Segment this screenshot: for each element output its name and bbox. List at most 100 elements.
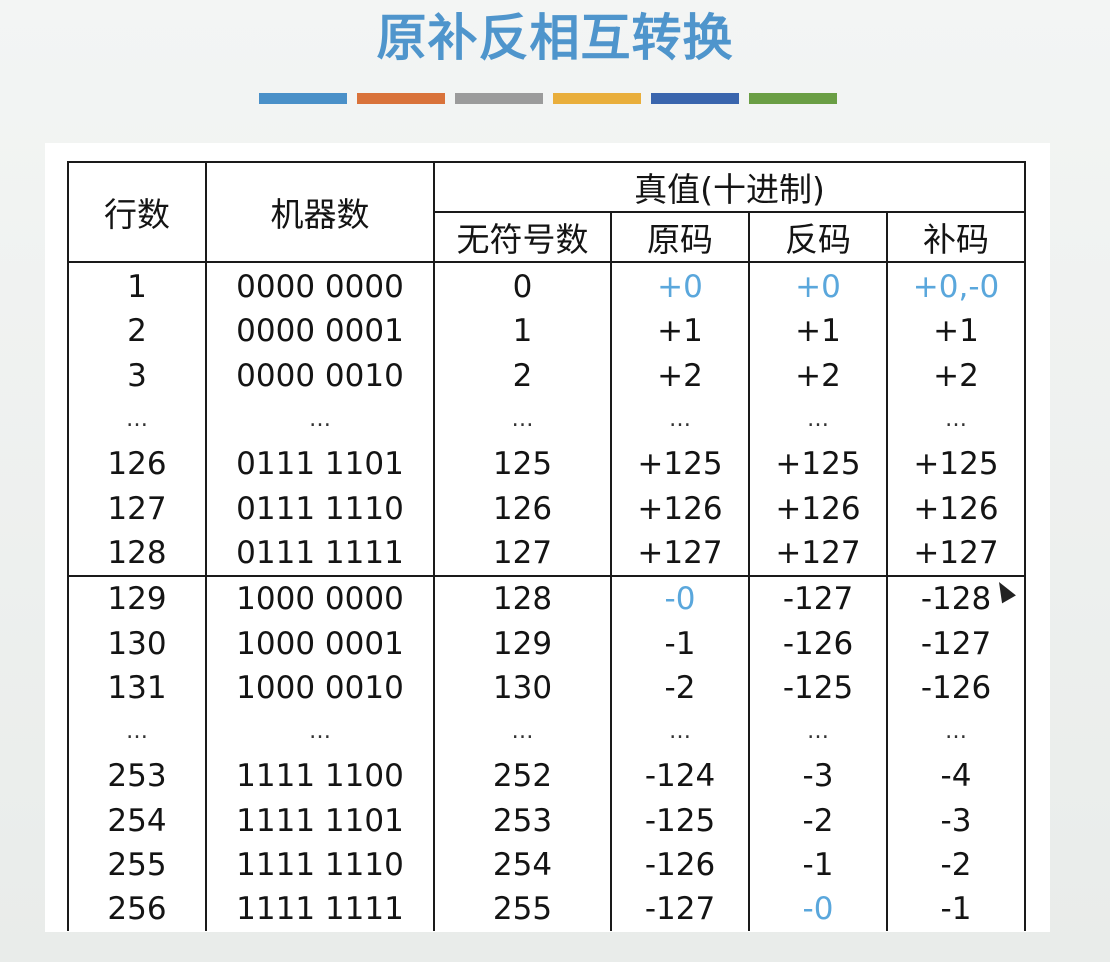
cell-twos-complement: … xyxy=(886,397,1026,443)
slide-title: 原补反相互转换 xyxy=(376,9,734,67)
cell-machine-number: 1000 0000 xyxy=(205,576,435,622)
table-row: 131 1000 0010 130 -2 -125 -126 xyxy=(67,665,1026,710)
cell-sign-magnitude: +1 xyxy=(610,309,750,354)
cell-sign-magnitude: -0 xyxy=(610,576,750,622)
table-row: 130 1000 0001 129 -1 -126 -127 xyxy=(67,621,1026,666)
cell-sign-magnitude: -127 xyxy=(610,887,750,932)
cell-twos-complement: … xyxy=(886,709,1026,755)
table-row: 255 1111 1110 254 -126 -1 -2 xyxy=(67,842,1026,888)
cell-machine-number: 0111 1110 xyxy=(205,486,435,531)
cell-twos-complement: +126 xyxy=(886,486,1026,531)
cell-twos-complement: +2 xyxy=(886,353,1026,398)
cell-row-number: 127 xyxy=(67,486,207,531)
cell-ones-complement: -126 xyxy=(748,621,888,666)
header-ones-complement: 反码 xyxy=(748,211,888,263)
cell-unsigned: 255 xyxy=(433,887,612,932)
table-body: 1 0000 0000 0 +0 +0 +0,-0 2 0000 0001 1 +1 +1 +1 3 00… xyxy=(67,262,1026,932)
cell-sign-magnitude: -125 xyxy=(610,798,750,843)
title-stripe xyxy=(455,93,543,104)
table-row: 3 0000 0010 2 +2 +2 +2 xyxy=(67,353,1026,398)
cell-twos-complement: -127 xyxy=(886,621,1026,666)
cell-machine-number: 0000 0010 xyxy=(205,353,435,398)
header-twos-complement: 补码 xyxy=(886,211,1026,263)
cell-sign-magnitude: +126 xyxy=(610,486,750,531)
header-machine-number: 机器数 xyxy=(205,161,435,263)
cell-ones-complement: -125 xyxy=(748,665,888,710)
cell-unsigned: 2 xyxy=(433,353,612,398)
cell-sign-magnitude: +2 xyxy=(610,353,750,398)
cell-ones-complement: … xyxy=(748,709,888,755)
table-row: 253 1111 1100 252 -124 -3 -4 xyxy=(67,754,1026,799)
cell-row-number: 3 xyxy=(67,353,207,398)
cell-machine-number: 0000 0000 xyxy=(205,262,435,310)
title-stripe xyxy=(259,93,347,104)
cell-row-number: … xyxy=(67,709,207,755)
cell-row-number: 2 xyxy=(67,309,207,354)
cell-row-number: 128 xyxy=(67,530,207,578)
cell-machine-number: 0111 1101 xyxy=(205,442,435,487)
cell-sign-magnitude: … xyxy=(610,397,750,443)
table-row: 128 0111 1111 127 +127 +127 +127 xyxy=(67,530,1026,578)
cell-row-number: 126 xyxy=(67,442,207,487)
cell-ones-complement: -3 xyxy=(748,754,888,799)
cell-row-number: 131 xyxy=(67,665,207,710)
title-stripe xyxy=(749,93,837,104)
cell-unsigned: 126 xyxy=(433,486,612,531)
cell-sign-magnitude: +0 xyxy=(610,262,750,310)
cell-unsigned: … xyxy=(433,397,612,443)
cell-unsigned: 129 xyxy=(433,621,612,666)
cell-unsigned: 125 xyxy=(433,442,612,487)
table-row: 256 1111 1111 255 -127 -0 -1 xyxy=(67,887,1026,932)
cell-sign-magnitude: +127 xyxy=(610,530,750,578)
cell-twos-complement: +125 xyxy=(886,442,1026,487)
cell-machine-number: 1000 0001 xyxy=(205,621,435,666)
cell-row-number: 254 xyxy=(67,798,207,843)
table-row: ……………… xyxy=(67,709,1026,755)
cell-machine-number: 1111 1101 xyxy=(205,798,435,843)
title-stripe xyxy=(357,93,445,104)
cell-twos-complement: +0,-0 xyxy=(886,262,1026,310)
cell-unsigned: … xyxy=(433,709,612,755)
cell-ones-complement: +0 xyxy=(748,262,888,310)
table-row: ……………… xyxy=(67,397,1026,443)
table-row: 2 0000 0001 1 +1 +1 +1 xyxy=(67,309,1026,354)
cell-ones-complement: -2 xyxy=(748,798,888,843)
title-stripe xyxy=(651,93,739,104)
cell-sign-magnitude: -124 xyxy=(610,754,750,799)
cell-machine-number: 1000 0010 xyxy=(205,665,435,710)
table-row: 254 1111 1101 253 -125 -2 -3 xyxy=(67,798,1026,843)
header-sign-magnitude: 原码 xyxy=(610,211,750,263)
cell-sign-magnitude: … xyxy=(610,709,750,755)
title-underline-stripes xyxy=(259,93,837,104)
cell-machine-number: … xyxy=(205,397,435,443)
header-row-number: 行数 xyxy=(67,161,207,263)
cell-twos-complement: -1 xyxy=(886,887,1026,932)
cell-twos-complement: -128 xyxy=(886,576,1026,622)
table-row: 129 1000 0000 128 -0 -127 -128 xyxy=(67,576,1026,622)
cell-machine-number: 0111 1111 xyxy=(205,530,435,578)
cell-ones-complement: +125 xyxy=(748,442,888,487)
table-row: 126 0111 1101 125 +125 +125 +125 xyxy=(67,442,1026,487)
cell-sign-magnitude: -126 xyxy=(610,842,750,888)
cell-row-number: … xyxy=(67,397,207,443)
conversion-table: 行数 机器数 真值(十进制) 无符号数 原码 反码 补码 1 0000 0000 0… xyxy=(67,161,1026,932)
cell-ones-complement: +126 xyxy=(748,486,888,531)
cell-twos-complement: +127 xyxy=(886,530,1026,578)
cell-row-number: 255 xyxy=(67,842,207,888)
cell-ones-complement: -1 xyxy=(748,842,888,888)
cell-machine-number: 1111 1100 xyxy=(205,754,435,799)
cell-twos-complement: +1 xyxy=(886,309,1026,354)
cell-unsigned: 0 xyxy=(433,262,612,310)
cell-unsigned: 127 xyxy=(433,530,612,578)
cell-twos-complement: -4 xyxy=(886,754,1026,799)
header-true-value: 真值(十进制) xyxy=(433,161,1026,213)
cell-ones-complement: -127 xyxy=(748,576,888,622)
cell-machine-number: 1111 1110 xyxy=(205,842,435,888)
cell-row-number: 130 xyxy=(67,621,207,666)
table-card: 行数 机器数 真值(十进制) 无符号数 原码 反码 补码 1 0000 0000 0… xyxy=(45,143,1050,932)
cell-unsigned: 252 xyxy=(433,754,612,799)
cell-sign-magnitude: -1 xyxy=(610,621,750,666)
cell-machine-number: 0000 0001 xyxy=(205,309,435,354)
cell-ones-complement: … xyxy=(748,397,888,443)
cell-ones-complement: +127 xyxy=(748,530,888,578)
